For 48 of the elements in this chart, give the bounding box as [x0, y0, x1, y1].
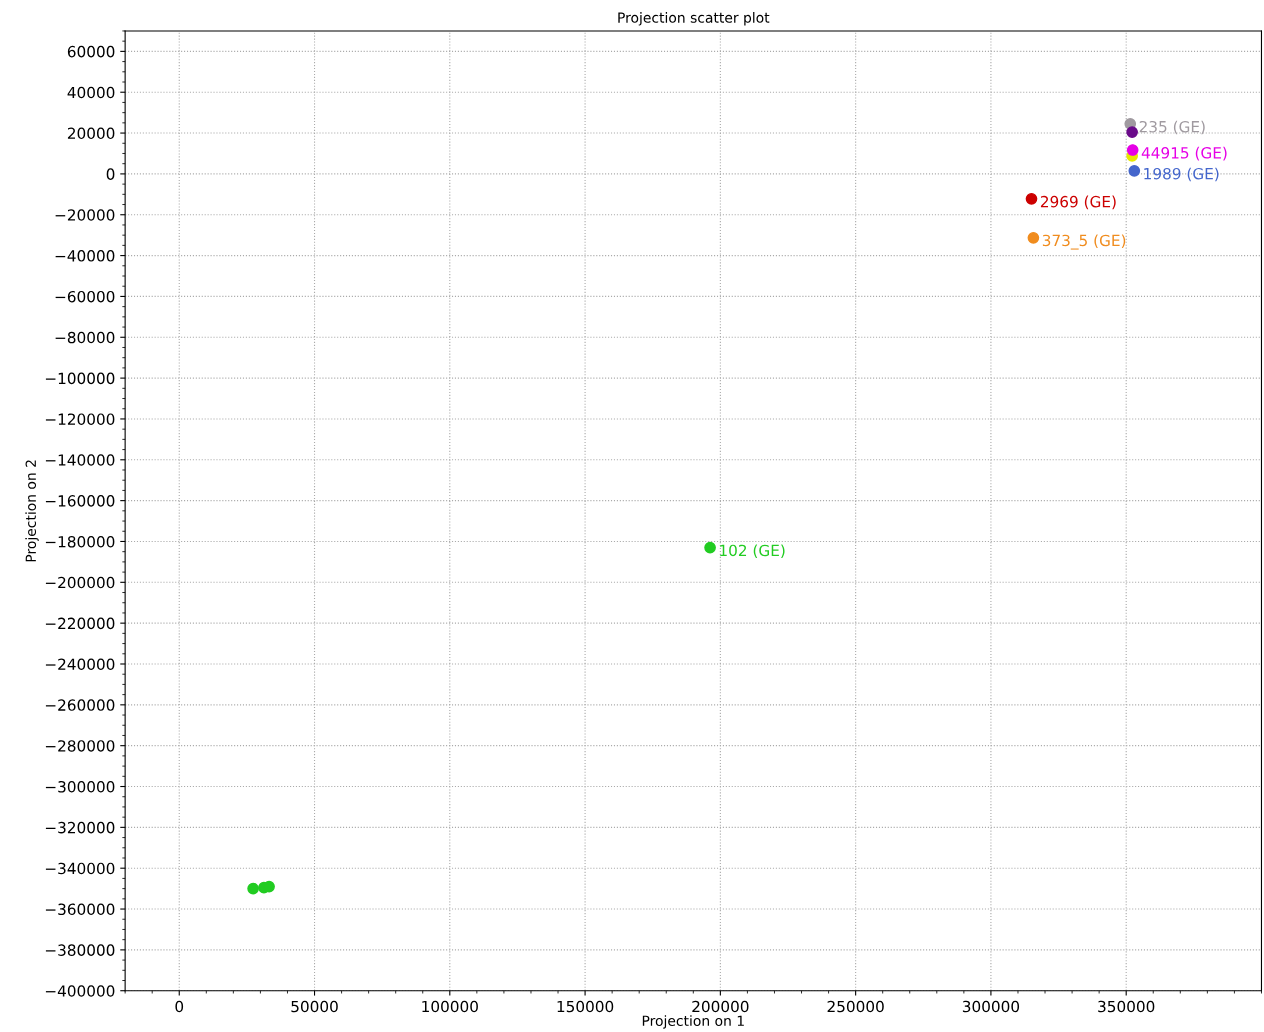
- series-label: 2969 (GE): [1040, 195, 1116, 210]
- y-tick-label: 20000: [67, 127, 115, 140]
- series-label: 102 (GE): [720, 544, 785, 558]
- y-tick-label: −260000: [45, 699, 115, 711]
- y-tick-label: −120000: [45, 413, 115, 425]
- x-tick-label: 300000: [962, 1000, 1020, 1013]
- y-tick-label: −160000: [45, 495, 115, 507]
- y-tick-label: −340000: [45, 862, 115, 875]
- y-tick-label: −360000: [45, 903, 115, 916]
- point: [1128, 164, 1141, 177]
- y-tick-label: −240000: [45, 658, 115, 671]
- point: [1025, 192, 1038, 205]
- series-label: 373_5 (GE): [1042, 234, 1126, 250]
- y-tick-label: −20000: [55, 209, 115, 221]
- x-tick-label: 100000: [422, 1000, 478, 1013]
- y-tick-label: −80000: [55, 331, 115, 344]
- x-tick-label: 0: [175, 1000, 184, 1013]
- x-tick-label: 50000: [291, 1000, 338, 1013]
- y-tick-label: −380000: [45, 944, 115, 956]
- point: [1126, 126, 1138, 138]
- x-tick-label: 350000: [1098, 1000, 1155, 1013]
- point: [247, 882, 259, 895]
- x-axis-title: Projection on 1: [642, 1015, 744, 1029]
- y-tick-label: −220000: [45, 617, 115, 630]
- x-tick-label: 200000: [692, 1000, 749, 1013]
- series-label: 235 (GE): [1139, 120, 1205, 135]
- x-tick-label: 250000: [827, 1000, 884, 1013]
- point: [1027, 231, 1040, 244]
- y-tick-label: −180000: [45, 535, 115, 548]
- y-tick-label: −60000: [55, 290, 115, 303]
- y-tick-label: −40000: [55, 250, 115, 262]
- point: [1126, 144, 1139, 156]
- y-tick-label: −100000: [45, 372, 115, 385]
- y-tick-label: −400000: [45, 985, 115, 997]
- series-label: 44915 (GE): [1141, 146, 1227, 161]
- y-axis-title: Projection on 2: [25, 460, 39, 562]
- y-tick-label: 60000: [67, 45, 115, 58]
- y-tick-label: 40000: [67, 86, 115, 99]
- y-tick-label: −140000: [45, 454, 115, 466]
- y-tick-label: −320000: [45, 821, 115, 834]
- y-tick-label: 0: [106, 168, 115, 180]
- chart-title: Projection scatter plot: [618, 12, 770, 26]
- y-tick-label: −280000: [45, 740, 115, 752]
- series-label: 1989 (GE): [1144, 167, 1219, 182]
- y-tick-label: −200000: [45, 576, 115, 589]
- x-tick-label: 150000: [557, 1000, 614, 1013]
- point: [704, 541, 716, 554]
- y-tick-label: −300000: [45, 780, 115, 793]
